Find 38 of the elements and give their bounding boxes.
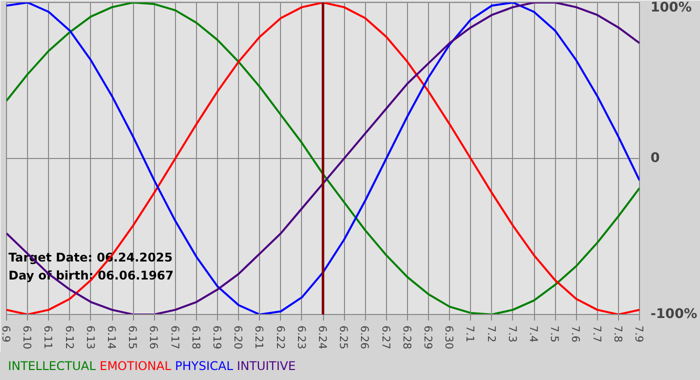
x-tick-label: 6.16 xyxy=(147,326,160,350)
x-tick-label: 7.7 xyxy=(590,326,604,342)
y-tick-label: 100% xyxy=(650,0,692,16)
x-tick-label: 6.24 xyxy=(316,326,329,350)
x-tick-label: 6.28 xyxy=(400,326,414,350)
x-tick-label: 6.27 xyxy=(379,326,392,350)
x-tick-label: 6.26 xyxy=(358,326,372,350)
x-tick-label: 7.1 xyxy=(464,326,477,342)
text: INTELLECTUAL xyxy=(8,359,96,373)
x-tick-label: 7.5 xyxy=(548,326,562,342)
y-tick-label: 0 xyxy=(650,151,660,166)
x-tick-label: 6.23 xyxy=(294,326,308,350)
x-tick-label: 6.21 xyxy=(252,326,266,350)
x-tick-label: 6.10 xyxy=(20,326,34,350)
x-tick-label: 7.8 xyxy=(611,326,624,343)
x-tick-label: 6.11 xyxy=(42,326,55,350)
x-tick-label: 6.15 xyxy=(126,326,140,350)
text: PHYSICAL xyxy=(175,359,234,373)
x-tick-label: 7.9 xyxy=(632,326,646,343)
x-tick-label: 6.30 xyxy=(442,326,456,350)
x-tick-label: 6.17 xyxy=(168,326,182,350)
x-tick-label: 6.29 xyxy=(422,326,434,350)
x-tick-label: 6.9 xyxy=(0,326,12,343)
x-tick-label: 6.13 xyxy=(84,326,97,350)
x-tick-label: 7.4 xyxy=(527,326,540,343)
x-tick-label: 6.12 xyxy=(62,326,76,350)
text: INTUITIVE xyxy=(236,359,296,373)
x-tick-label: 6.20 xyxy=(232,326,245,350)
x-tick-label: 6.25 xyxy=(337,326,350,350)
x-tick-label: 7.3 xyxy=(506,326,519,342)
y-tick-label: -100% xyxy=(650,307,698,322)
x-tick-label: 7.2 xyxy=(484,326,498,342)
x-tick-label: 7.6 xyxy=(569,326,582,343)
x-tick-label: 6.14 xyxy=(105,326,118,350)
text: EMOTIONAL xyxy=(100,359,172,373)
x-tick-label: 6.18 xyxy=(189,326,202,350)
x-tick-label: 6.22 xyxy=(274,326,287,350)
x-tick-label: 6.19 xyxy=(210,326,224,350)
